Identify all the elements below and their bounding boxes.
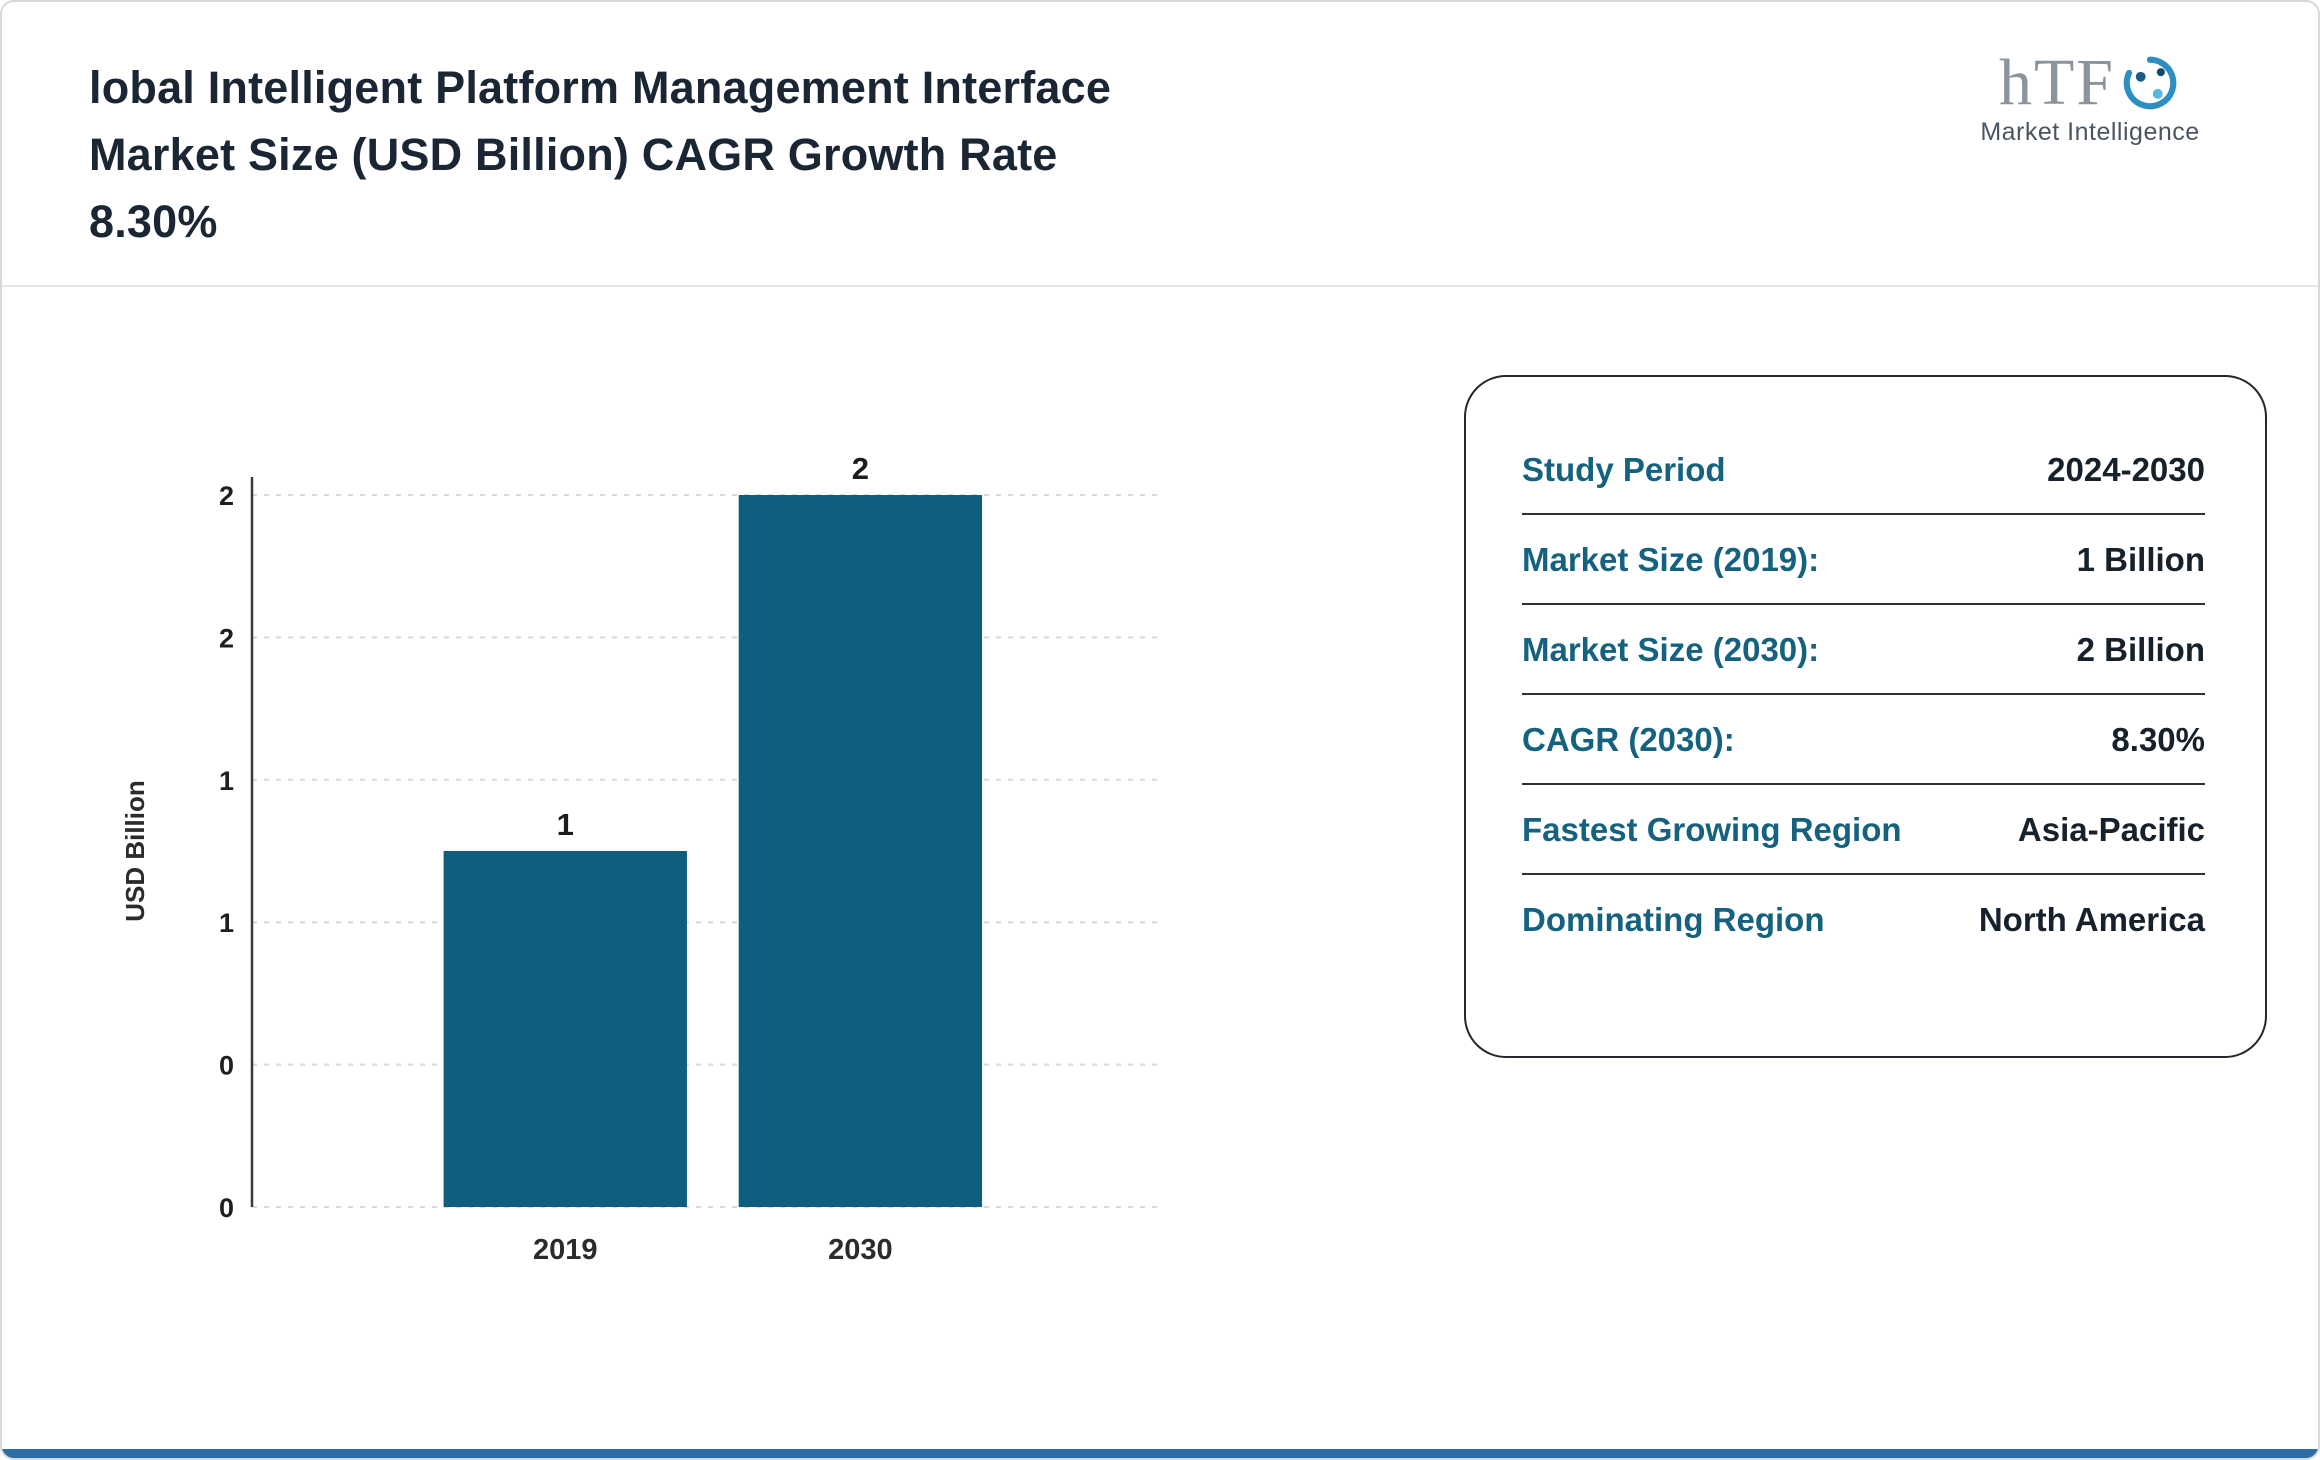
info-row-value: North America <box>1978 901 2205 938</box>
info-row-value: 8.30% <box>2111 721 2205 758</box>
info-row-value: 1 Billion <box>2076 541 2205 578</box>
htf-logo: hTF Market Intelligence <box>1930 50 2250 147</box>
page-title-line-3: 8.30% <box>89 196 218 247</box>
svg-text:1: 1 <box>219 766 234 796</box>
svg-text:1: 1 <box>557 807 574 842</box>
logo-text: hTF <box>1998 46 2116 119</box>
info-row: Market Size (2030): 2 Billion <box>1522 605 2205 695</box>
info-row: Fastest Growing Region Asia-Pacific <box>1522 785 2205 875</box>
svg-text:0: 0 <box>219 1193 234 1223</box>
info-panel: Study Period 2024-2030 Market Size (2019):… <box>1464 375 2267 1058</box>
page-title-line-2: Market Size (USD Billion) CAGR Growth Ra… <box>89 129 1058 180</box>
info-row: Study Period 2024-2030 <box>1522 425 2205 515</box>
info-row-label: Study Period <box>1522 451 1726 488</box>
info-row-label: Market Size (2030): <box>1522 631 1820 668</box>
svg-text:2: 2 <box>219 623 234 653</box>
info-row-label: Fastest Growing Region <box>1522 811 1902 848</box>
svg-text:2030: 2030 <box>828 1234 893 1266</box>
svg-text:0: 0 <box>219 1051 234 1081</box>
info-row-value: Asia-Pacific <box>2017 811 2205 848</box>
svg-text:USD Billion: USD Billion <box>120 780 150 922</box>
bottom-accent-strip <box>2 1449 2318 1458</box>
svg-text:2: 2 <box>852 451 869 486</box>
info-row-value: 2024-2030 <box>2047 451 2205 488</box>
logo-subtitle: Market Intelligence <box>1980 118 2200 146</box>
info-row-label: Dominating Region <box>1522 901 1825 938</box>
info-panel-rows: Study Period 2024-2030 Market Size (2019):… <box>1522 425 2205 963</box>
page-title-line-1: lobal Intelligent Platform Management In… <box>89 62 1112 113</box>
info-row: Dominating Region North America <box>1522 875 2205 963</box>
info-row-label: Market Size (2019): <box>1522 541 1820 578</box>
info-row: Market Size (2019): 1 Billion <box>1522 515 2205 605</box>
svg-text:1: 1 <box>219 908 234 938</box>
main-content: 0 0 1 1 2 2 1 2019 2 2030 USD Billion Study Period… <box>2 287 2318 1452</box>
info-row-value: 2 Billion <box>2076 631 2205 668</box>
header: lobal Intelligent Platform Management In… <box>2 2 2318 287</box>
bar-chart-svg: 0 0 1 1 2 2 1 2019 2 2030 USD Billion <box>120 451 1160 1266</box>
info-row: CAGR (2030): 8.30% <box>1522 695 2205 785</box>
svg-text:2019: 2019 <box>533 1234 598 1266</box>
svg-text:2: 2 <box>219 481 234 511</box>
logo-row: hTF <box>1930 50 2250 116</box>
swirl-icon <box>2119 52 2181 114</box>
info-row-label: CAGR (2030): <box>1522 721 1735 758</box>
bar-chart: 0 0 1 1 2 2 1 2019 2 2030 USD Billion <box>102 447 1262 1342</box>
